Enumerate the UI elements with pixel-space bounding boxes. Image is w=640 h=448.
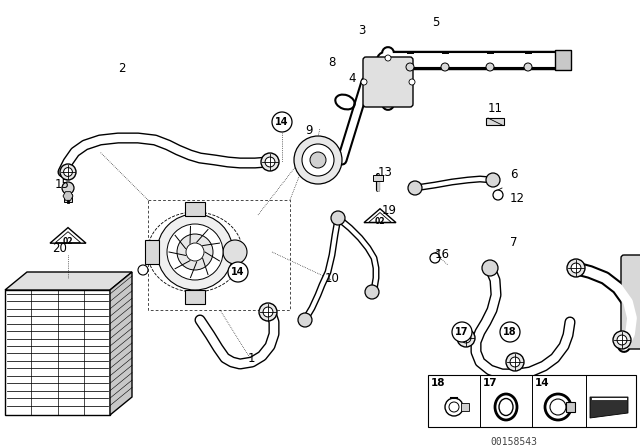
Circle shape <box>302 144 334 176</box>
Polygon shape <box>590 397 628 418</box>
Circle shape <box>186 243 204 261</box>
Circle shape <box>261 153 279 171</box>
Circle shape <box>506 353 524 371</box>
Text: 14: 14 <box>535 378 550 388</box>
Circle shape <box>486 63 494 71</box>
Text: 18: 18 <box>503 327 517 337</box>
Polygon shape <box>50 228 86 243</box>
Text: 6: 6 <box>510 168 518 181</box>
Circle shape <box>409 79 415 85</box>
Bar <box>555 50 571 70</box>
Circle shape <box>385 55 391 61</box>
Text: 15: 15 <box>55 178 70 191</box>
Ellipse shape <box>499 399 513 415</box>
Text: 1: 1 <box>248 352 255 365</box>
Circle shape <box>613 331 631 349</box>
Text: 4: 4 <box>348 72 355 85</box>
Text: 00158543: 00158543 <box>490 437 537 447</box>
Circle shape <box>493 190 503 200</box>
FancyBboxPatch shape <box>363 57 413 107</box>
Circle shape <box>60 164 76 180</box>
Circle shape <box>263 307 273 317</box>
Circle shape <box>486 173 500 187</box>
Circle shape <box>331 211 345 225</box>
Text: 13: 13 <box>378 165 393 178</box>
Circle shape <box>63 168 72 177</box>
Circle shape <box>259 303 277 321</box>
Circle shape <box>567 259 585 277</box>
Text: 14: 14 <box>275 117 289 127</box>
Circle shape <box>406 63 414 71</box>
Polygon shape <box>364 209 396 223</box>
Text: 20: 20 <box>52 241 67 254</box>
Circle shape <box>510 357 520 367</box>
Text: 02: 02 <box>63 237 73 246</box>
Circle shape <box>157 214 233 290</box>
Text: 16: 16 <box>435 249 450 262</box>
Text: 8: 8 <box>328 56 335 69</box>
Bar <box>373 175 383 181</box>
Text: 14: 14 <box>231 267 244 277</box>
Circle shape <box>228 262 248 282</box>
Text: 18: 18 <box>431 378 445 388</box>
Bar <box>566 402 575 412</box>
Circle shape <box>365 285 379 299</box>
Circle shape <box>294 136 342 184</box>
Bar <box>185 202 205 216</box>
Polygon shape <box>5 272 132 290</box>
Text: 10: 10 <box>325 271 340 284</box>
Text: 02: 02 <box>375 217 385 227</box>
Text: 12: 12 <box>510 191 525 204</box>
Circle shape <box>430 253 440 263</box>
FancyBboxPatch shape <box>621 255 640 349</box>
Text: 17: 17 <box>455 327 468 337</box>
Text: 7: 7 <box>510 236 518 249</box>
Circle shape <box>441 63 449 71</box>
Bar <box>486 118 504 125</box>
Circle shape <box>265 157 275 167</box>
Circle shape <box>223 240 247 264</box>
Text: 2: 2 <box>118 61 125 74</box>
Circle shape <box>452 322 472 342</box>
Bar <box>185 290 205 304</box>
Circle shape <box>482 260 498 276</box>
Text: 3: 3 <box>358 23 365 36</box>
Circle shape <box>62 182 74 194</box>
Circle shape <box>617 335 627 345</box>
Bar <box>428 375 636 427</box>
Circle shape <box>550 399 566 415</box>
Polygon shape <box>110 272 132 415</box>
Bar <box>145 240 159 264</box>
Text: 19: 19 <box>382 203 397 216</box>
Circle shape <box>167 224 223 280</box>
Circle shape <box>457 329 475 347</box>
Circle shape <box>571 263 581 273</box>
Circle shape <box>310 152 326 168</box>
Circle shape <box>461 333 471 343</box>
Circle shape <box>177 234 213 270</box>
Bar <box>5 290 110 415</box>
Bar <box>461 403 469 411</box>
Text: 17: 17 <box>483 378 498 388</box>
Text: 11: 11 <box>488 102 503 115</box>
Circle shape <box>298 313 312 327</box>
Text: 9: 9 <box>305 124 312 137</box>
Circle shape <box>272 112 292 132</box>
Circle shape <box>524 63 532 71</box>
Text: 5: 5 <box>432 16 440 29</box>
Circle shape <box>408 181 422 195</box>
Polygon shape <box>63 192 73 200</box>
Circle shape <box>500 322 520 342</box>
Bar <box>64 194 72 202</box>
Circle shape <box>361 79 367 85</box>
Circle shape <box>138 265 148 275</box>
